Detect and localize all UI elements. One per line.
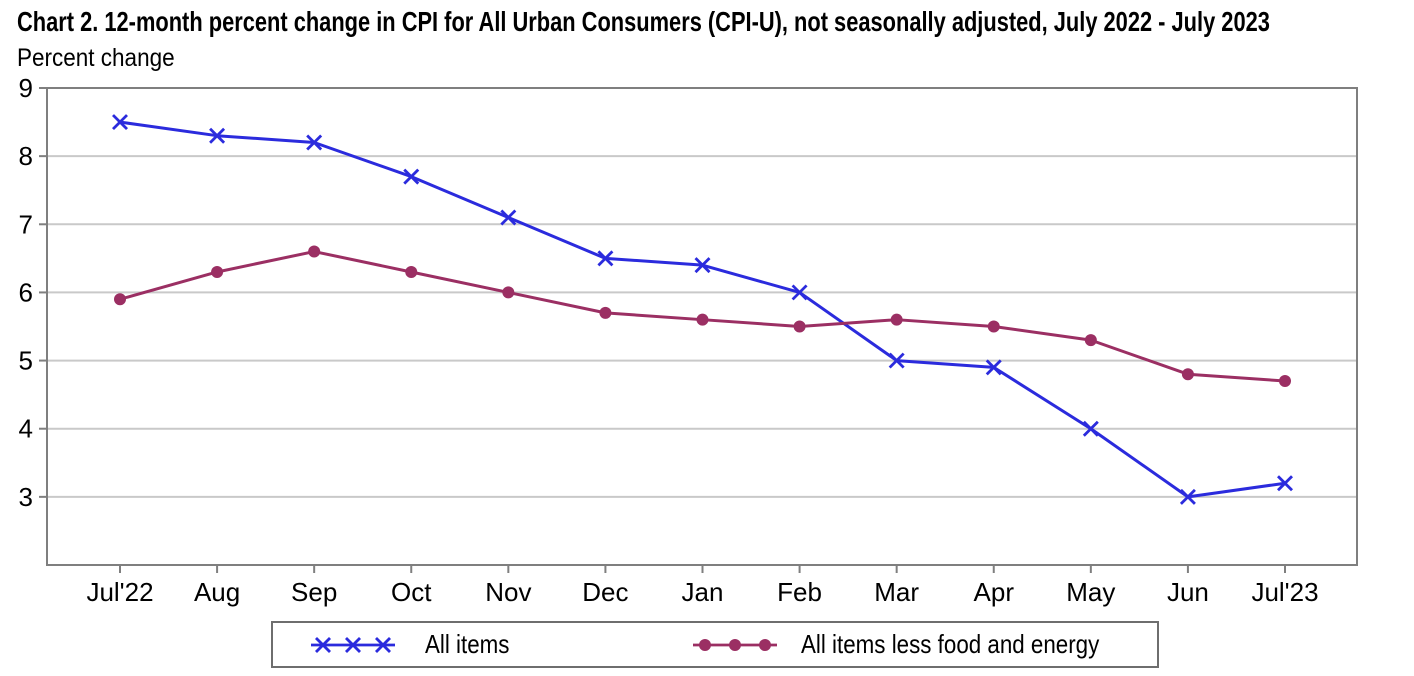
y-tick-label: 8 <box>19 141 33 171</box>
x-tick-label: Aug <box>194 577 240 607</box>
x-tick-label: Sep <box>291 577 337 607</box>
y-tick-label: 4 <box>19 414 33 444</box>
x-tick-label: Apr <box>974 577 1015 607</box>
x-tick-label: May <box>1066 577 1115 607</box>
y-axis-unit-label: Percent change <box>17 44 175 72</box>
plot-border <box>46 87 1358 566</box>
y-tick-label: 7 <box>19 209 33 239</box>
legend-entry-core: All items less food and energy <box>693 623 1148 666</box>
cpi-line-chart: 3 4 5 6 7 8 9 Jul'22 Aug Sep Oct Nov Dec Jan Feb Mar Apr… <box>19 73 1358 607</box>
all-items-line-sample-icon <box>311 636 395 653</box>
chart-title: Chart 2. 12-month percent change in CPI … <box>17 6 1270 37</box>
x-tick-label: Jul'22 <box>86 577 153 607</box>
legend-label-core: All items less food and energy <box>801 629 1100 659</box>
core-line-sample-icon <box>693 638 777 651</box>
y-tick-label: 3 <box>19 482 33 512</box>
series-all-items <box>112 114 1293 505</box>
x-tick-label: Jul'23 <box>1251 577 1318 607</box>
legend-label-all-items: All items <box>425 629 510 659</box>
y-tick-label: 6 <box>19 277 33 307</box>
x-tick-label: Feb <box>777 577 822 607</box>
x-tick-label: Oct <box>391 577 432 607</box>
x-axis: Jul'22 Aug Sep Oct Nov Dec Jan Feb Mar Apr May Jun J… <box>86 565 1319 607</box>
y-tick-label: 9 <box>19 73 33 103</box>
y-axis: 3 4 5 6 7 8 9 <box>19 73 47 512</box>
legend-box: All items All items less food and energy <box>271 621 1159 668</box>
x-tick-label: Jan <box>682 577 724 607</box>
x-tick-label: Mar <box>874 577 919 607</box>
y-tick-label: 5 <box>19 346 33 376</box>
x-tick-label: Dec <box>582 577 628 607</box>
legend-entry-all-items: All items <box>311 623 523 666</box>
x-tick-label: Nov <box>485 577 531 607</box>
series-all-items-less-food-and-energy <box>114 245 1291 388</box>
gridlines <box>47 155 1357 498</box>
x-tick-label: Jun <box>1167 577 1209 607</box>
